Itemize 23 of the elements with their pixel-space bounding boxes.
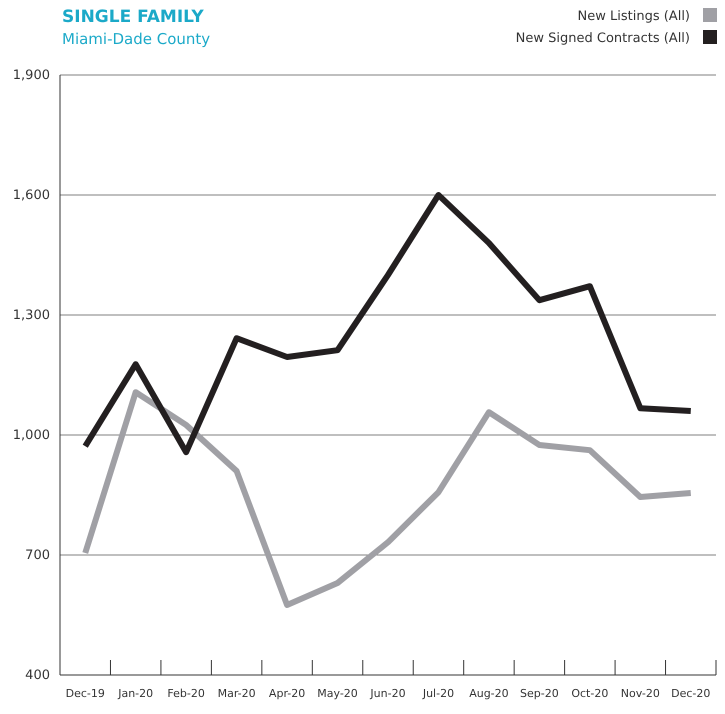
x-tick-label: Dec-20	[671, 686, 710, 700]
x-tick-label: Aug-20	[469, 686, 509, 700]
x-tick-label: Oct-20	[571, 686, 608, 700]
x-tick-label: Jan-20	[117, 686, 154, 700]
legend-label: New Listings (All)	[578, 9, 690, 24]
x-tick-label: Nov-20	[620, 686, 660, 700]
x-tick-label: Sep-20	[520, 686, 559, 700]
x-tick-label: May-20	[317, 686, 358, 700]
x-tick-label: Dec-19	[66, 686, 105, 700]
y-tick-label: 1,900	[12, 68, 50, 84]
y-tick-label: 1,000	[12, 428, 50, 444]
y-tick-label: 1,300	[12, 308, 50, 324]
x-tick-label: Mar-20	[218, 686, 256, 700]
x-tick-label: Jun-20	[369, 686, 406, 700]
legend-label: New Signed Contracts (All)	[516, 31, 690, 46]
chart-subtitle: Miami-Dade County	[62, 30, 210, 48]
x-tick-label: Apr-20	[268, 686, 306, 700]
y-tick-label: 700	[25, 548, 50, 564]
chart-title: SINGLE FAMILY	[62, 7, 204, 27]
y-tick-label: 1,600	[12, 188, 50, 204]
y-tick-label: 400	[25, 668, 50, 684]
x-tick-label: Jul-20	[422, 686, 454, 700]
x-tick-label: Feb-20	[167, 686, 205, 700]
